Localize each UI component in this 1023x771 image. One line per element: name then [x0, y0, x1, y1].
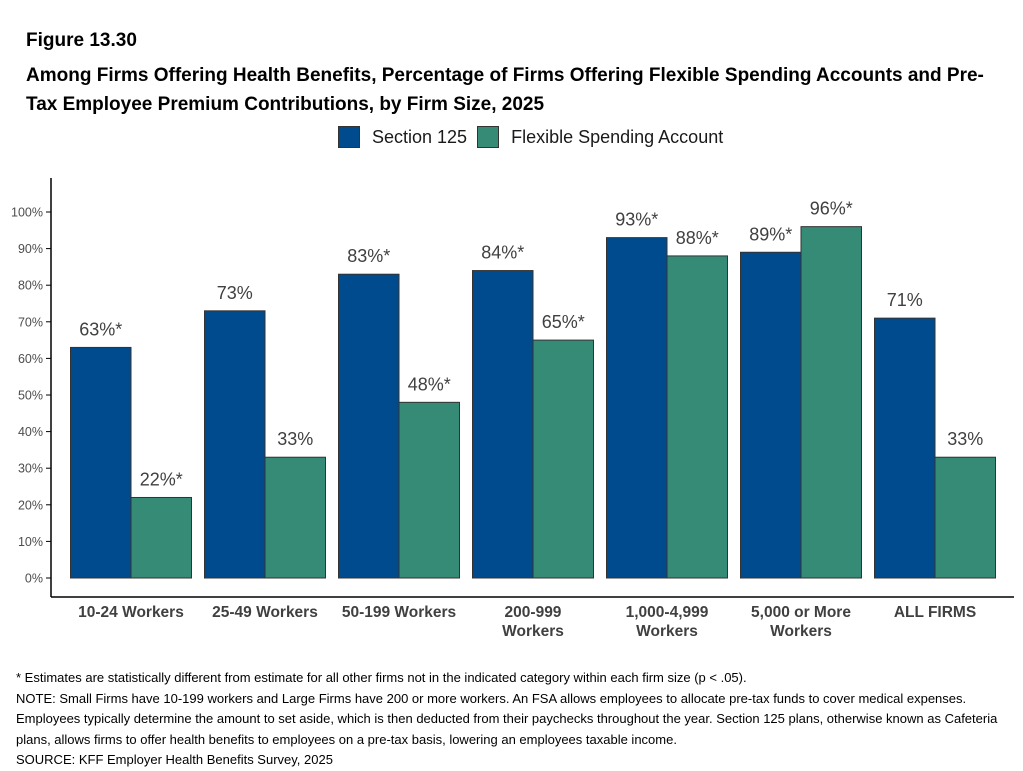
bar	[800, 226, 862, 579]
bar	[264, 456, 326, 579]
bar	[606, 237, 668, 579]
x-tick-label: 1,000-4,999 Workers	[626, 604, 709, 640]
bar-chart: 0% 10% 20% 30% 40% 50% 60% 70% 80% 90% 100% 63%* 22%…	[11, 178, 1014, 640]
y-tick-label: 50%	[18, 389, 43, 403]
y-tick-label: 90%	[18, 242, 43, 256]
x-tick-label: 5,000 or More Workers	[751, 604, 851, 640]
bar	[130, 496, 192, 579]
footnote-note: NOTE: Small Firms have 10-199 workers an…	[16, 690, 998, 747]
bar	[472, 270, 534, 579]
bar	[740, 251, 802, 579]
legend-label-fsa: Flexible Spending Account	[511, 126, 724, 147]
bar	[398, 401, 460, 579]
y-tick-label: 40%	[18, 425, 43, 439]
x-tick-label: 25-49 Workers	[212, 604, 318, 621]
data-label: 48%*	[408, 374, 451, 394]
legend-swatch-fsa	[477, 126, 500, 148]
bar	[532, 339, 594, 579]
y-tick-label: 10%	[18, 535, 43, 549]
bar	[338, 273, 400, 579]
data-label: 33%	[947, 429, 983, 449]
bar	[934, 456, 996, 579]
data-label: 71%	[887, 290, 923, 310]
y-tick-label: 0%	[25, 572, 43, 586]
data-label: 84%*	[481, 243, 524, 263]
y-tick-label: 100%	[11, 206, 43, 220]
data-label: 22%*	[140, 469, 183, 489]
data-label: 65%*	[542, 312, 585, 332]
x-tick-label: ALL FIRMS	[894, 604, 976, 621]
bar	[666, 255, 728, 579]
data-label: 83%*	[347, 246, 390, 266]
footnotes: * Estimates are statistically different …	[16, 668, 1006, 771]
legend-swatch-section-125	[338, 126, 360, 148]
data-label: 33%	[277, 429, 313, 449]
data-label: 73%	[217, 283, 253, 303]
bar	[874, 317, 936, 579]
figure-number: Figure 13.30	[26, 30, 137, 51]
bar	[70, 346, 132, 579]
footnote-significance: * Estimates are statistically different …	[16, 670, 747, 685]
footnote-source: SOURCE: KFF Employer Health Benefits Sur…	[16, 752, 333, 767]
x-tick-label: 200-999 Workers	[502, 604, 564, 640]
y-tick-label: 70%	[18, 315, 43, 329]
legend: Section 125 Flexible Spending Account	[338, 126, 733, 148]
data-label: 63%*	[79, 319, 122, 339]
x-tick-label: 50-199 Workers	[342, 604, 456, 621]
data-label: 93%*	[615, 210, 658, 230]
y-tick-label: 30%	[18, 462, 43, 476]
legend-label-section-125: Section 125	[372, 126, 468, 147]
bar	[204, 310, 266, 579]
y-tick-label: 20%	[18, 498, 43, 512]
y-tick-label: 80%	[18, 279, 43, 293]
x-tick-label: 10-24 Workers	[78, 604, 184, 621]
data-label: 88%*	[676, 228, 719, 248]
data-label: 96%*	[810, 199, 853, 219]
chart-title: Among Firms Offering Health Benefits, Pe…	[26, 65, 984, 115]
y-tick-label: 60%	[18, 352, 43, 366]
data-label: 89%*	[749, 224, 792, 244]
